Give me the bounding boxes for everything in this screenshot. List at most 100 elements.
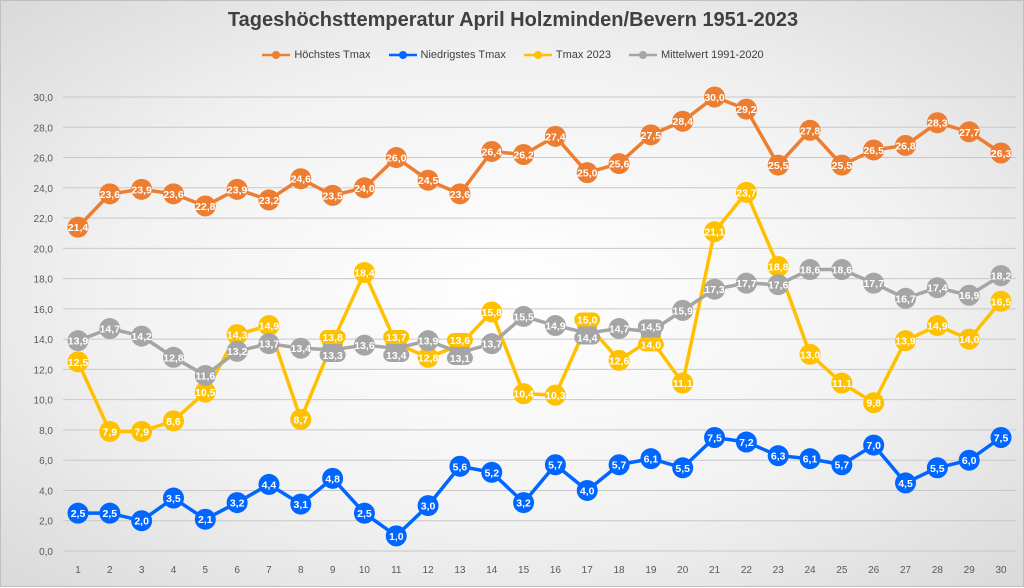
data-label: 13,1	[450, 353, 471, 365]
data-label: 10,3	[545, 390, 566, 402]
x-tick-label: 17	[582, 565, 594, 576]
data-label: 11,6	[195, 370, 215, 382]
data-point	[67, 351, 89, 373]
data-label: 15,5	[513, 311, 534, 323]
data-label: 16,7	[895, 293, 916, 305]
data-label: 23,6	[100, 189, 121, 201]
data-point	[417, 495, 439, 517]
data-point	[226, 492, 248, 514]
data-label-background	[637, 319, 664, 334]
legend-label: Niedrigstes Tmax	[420, 49, 506, 61]
data-point	[735, 272, 757, 294]
data-label: 17,7	[736, 278, 757, 290]
data-point	[608, 318, 630, 340]
data-point	[767, 154, 789, 176]
data-point	[194, 508, 216, 530]
x-tick-label: 3	[139, 565, 145, 576]
data-label: 18,2	[991, 271, 1012, 283]
data-point	[990, 290, 1012, 312]
data-label: 14,9	[545, 321, 566, 333]
data-point	[831, 372, 853, 394]
y-tick-label: 26,0	[34, 154, 54, 165]
data-label: 17,4	[927, 283, 948, 295]
data-label: 10,5	[195, 387, 216, 399]
legend-label: Höchstes Tmax	[294, 49, 371, 61]
data-point	[353, 502, 375, 524]
data-point	[67, 502, 89, 524]
x-tick-label: 28	[932, 565, 944, 576]
data-point	[194, 195, 216, 217]
data-point	[353, 262, 375, 284]
x-tick-label: 8	[298, 565, 304, 576]
x-tick-label: 20	[677, 565, 689, 576]
data-label: 21,4	[68, 222, 89, 234]
data-point	[258, 333, 280, 355]
data-point	[544, 454, 566, 476]
data-label-background	[446, 332, 473, 347]
data-label: 7,9	[103, 426, 118, 438]
data-point	[481, 301, 503, 323]
data-label: 18,8	[768, 261, 789, 273]
data-label: 14,3	[227, 330, 248, 342]
data-point	[449, 183, 471, 205]
y-tick-label: 4,0	[39, 486, 53, 497]
data-label: 5,5	[930, 463, 945, 475]
y-tick-label: 14,0	[34, 335, 54, 346]
data-point	[258, 473, 280, 495]
x-tick-label: 26	[868, 565, 880, 576]
data-point	[895, 134, 917, 156]
data-point	[353, 177, 375, 199]
data-label: 13,8	[322, 332, 343, 344]
data-point	[162, 346, 184, 368]
data-point	[863, 139, 885, 161]
x-tick-label: 1	[75, 565, 81, 576]
data-label: 7,0	[866, 440, 881, 452]
data-point	[99, 183, 121, 205]
x-tick-label: 16	[550, 565, 562, 576]
legend-marker	[388, 51, 417, 59]
data-point	[863, 392, 885, 414]
data-point	[990, 427, 1012, 448]
data-label: 23,6	[163, 189, 184, 201]
legend-marker	[628, 51, 657, 59]
legend-label: Mittelwert 1991-2020	[660, 49, 764, 61]
data-point	[67, 330, 89, 352]
x-tick-label: 13	[454, 565, 466, 576]
data-point	[672, 372, 694, 394]
y-tick-label: 2,0	[39, 517, 53, 528]
data-point	[576, 162, 598, 184]
data-point	[767, 274, 789, 296]
data-point	[99, 502, 121, 524]
data-label: 15,8	[482, 307, 503, 319]
data-label: 30,0	[704, 92, 725, 104]
data-point	[735, 98, 757, 120]
data-point	[704, 427, 726, 448]
data-label: 18,6	[832, 265, 853, 277]
data-label: 14,0	[641, 339, 662, 351]
y-tick-label: 30,0	[34, 93, 54, 104]
data-label: 5,5	[675, 463, 690, 475]
data-label: 12,6	[609, 355, 630, 367]
data-label: 26,4	[482, 146, 503, 158]
data-point	[226, 340, 248, 362]
y-tick-label: 18,0	[34, 275, 54, 286]
data-point	[576, 479, 598, 501]
y-tick-label: 10,0	[34, 396, 54, 407]
data-point	[926, 277, 948, 299]
data-label: 1,0	[389, 531, 404, 543]
data-point	[481, 461, 503, 483]
data-point	[799, 448, 821, 470]
chart-title: Tageshöchsttemperatur April Holzminden/B…	[227, 9, 799, 31]
data-point	[162, 410, 184, 432]
x-tick-label: 19	[645, 565, 657, 576]
legend-item: Mittelwert 1991-2020	[628, 49, 764, 61]
data-label: 8,7	[293, 414, 308, 426]
data-point	[290, 493, 312, 515]
data-label: 25,6	[609, 159, 630, 171]
data-label: 3,2	[516, 498, 531, 510]
data-label: 7,5	[707, 433, 722, 445]
y-tick-label: 20,0	[34, 244, 54, 255]
data-point	[449, 455, 471, 477]
x-tick-label: 11	[391, 565, 402, 576]
